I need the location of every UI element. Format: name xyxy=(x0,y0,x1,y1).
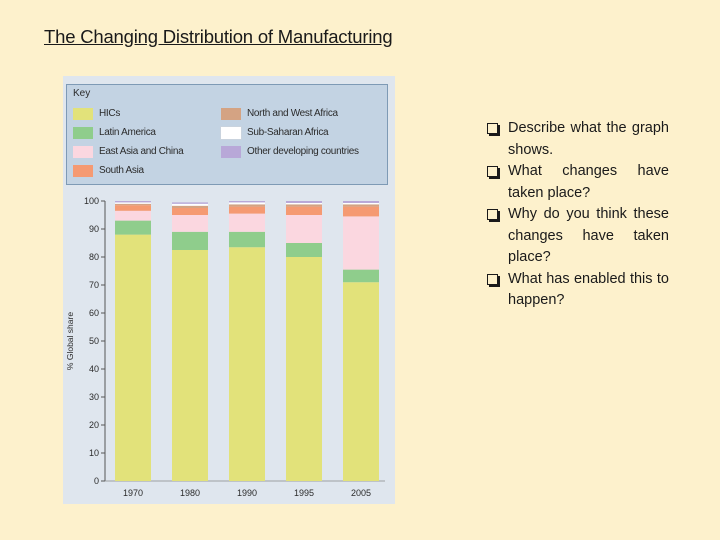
bar-segment xyxy=(286,204,322,207)
legend-label-south-asia: South Asia xyxy=(99,165,144,176)
bar-segment xyxy=(229,202,265,205)
bar-segment xyxy=(229,213,265,232)
legend-swatch-east-asia-china xyxy=(73,146,93,158)
checkbox-bullet-icon xyxy=(487,123,498,134)
bar-segment xyxy=(115,220,151,235)
bar-segment xyxy=(343,201,379,203)
legend-title: Key xyxy=(73,88,91,99)
slide-title: The Changing Distribution of Manufacturi… xyxy=(44,26,393,47)
checkbox-bullet-icon xyxy=(487,209,498,220)
question-item: What has enabled this to happen? xyxy=(487,269,669,312)
bar-segment xyxy=(115,234,151,481)
bar-segment xyxy=(343,202,379,205)
y-tick-label: 0 xyxy=(94,476,99,486)
bar-segment xyxy=(286,215,322,243)
question-item: What changes have taken place? xyxy=(487,161,669,204)
legend-swatch-hics xyxy=(73,108,93,120)
question-text: What changes have taken place? xyxy=(508,163,669,201)
bar-segment xyxy=(343,206,379,217)
x-tick-label: 2005 xyxy=(351,488,371,498)
bar-segment xyxy=(343,216,379,270)
legend-label-latin-america: Latin America xyxy=(99,127,156,138)
question-list: Describe what the graph shows. What chan… xyxy=(487,118,669,312)
bar-segment xyxy=(286,257,322,481)
bar-segment xyxy=(115,205,151,211)
bar-segment xyxy=(343,269,379,283)
y-tick-label: 100 xyxy=(84,196,99,206)
bar-segment xyxy=(115,202,151,204)
bar-segment xyxy=(172,215,208,232)
legend-label-hics: HICs xyxy=(99,108,121,119)
question-text: What has enabled this to happen? xyxy=(508,270,669,309)
legend-swatch-latin-america xyxy=(73,127,93,139)
y-tick-label: 70 xyxy=(89,280,99,290)
bar-segment xyxy=(172,203,208,206)
bar-segment xyxy=(229,204,265,207)
y-tick-label: 90 xyxy=(89,224,99,234)
question-item: Why do you think these changes have take… xyxy=(487,204,669,269)
y-tick-label: 40 xyxy=(89,364,99,374)
y-axis-label: % Global share xyxy=(65,312,75,370)
legend-label-east-asia-china: East Asia and China xyxy=(99,146,184,157)
legend-swatch-south-asia xyxy=(73,165,93,177)
y-tick-label: 30 xyxy=(89,392,99,402)
checkbox-bullet-icon xyxy=(487,273,498,285)
bar-segment xyxy=(229,201,265,203)
legend-label-other-developing: Other developing countries xyxy=(247,146,359,157)
bar-segment xyxy=(115,203,151,206)
legend-swatch-sub-saharan-africa xyxy=(220,126,242,140)
y-tick-label: 10 xyxy=(89,448,99,458)
bar-segment xyxy=(286,243,322,257)
legend-label-north-west-africa: North and West Africa xyxy=(247,108,338,119)
question-item: Describe what the graph shows. xyxy=(487,118,669,161)
y-tick-label: 50 xyxy=(89,336,99,346)
bar-segment xyxy=(286,202,322,205)
legend-swatch-other-developing xyxy=(221,146,241,158)
bar-segment xyxy=(115,201,151,203)
legend-swatch-north-west-africa xyxy=(221,108,241,120)
bar-segment xyxy=(172,250,208,481)
plot-area: 0 10 20 30 40 50 60 70 80 90 100 % Global share 1970… xyxy=(63,191,395,504)
y-tick-label: 60 xyxy=(89,308,99,318)
bar-segment xyxy=(172,202,208,204)
bar-segment xyxy=(172,208,208,215)
bar-segment xyxy=(172,205,208,208)
chart-panel: Key HICs Latin America East Asia and Chi… xyxy=(63,76,395,504)
x-tick-label: 1970 xyxy=(123,488,143,498)
legend-label-sub-saharan-africa: Sub-Saharan Africa xyxy=(247,127,329,138)
bar-segment xyxy=(229,231,265,248)
x-tick-label: 1995 xyxy=(294,488,314,498)
checkbox-bullet-icon xyxy=(487,166,498,177)
bar-segment xyxy=(343,282,379,481)
bar-segment xyxy=(343,204,379,207)
question-text: Why do you think these changes have take… xyxy=(508,206,669,265)
bar-segment xyxy=(229,247,265,481)
chart-legend: Key HICs Latin America East Asia and Chi… xyxy=(66,84,388,185)
question-text: Describe what the graph shows. xyxy=(508,120,669,158)
x-tick-label: 1980 xyxy=(180,488,200,498)
y-tick-label: 80 xyxy=(89,252,99,262)
y-tick-label: 20 xyxy=(89,420,99,430)
x-tick-label: 1990 xyxy=(237,488,257,498)
bar-segment xyxy=(229,206,265,214)
bar-segment xyxy=(286,206,322,215)
bar-segment xyxy=(286,201,322,203)
bar-segment xyxy=(115,210,151,221)
bar-chart: 0 10 20 30 40 50 60 70 80 90 100 % Global share 1970… xyxy=(65,196,385,498)
bar-segment xyxy=(172,231,208,250)
